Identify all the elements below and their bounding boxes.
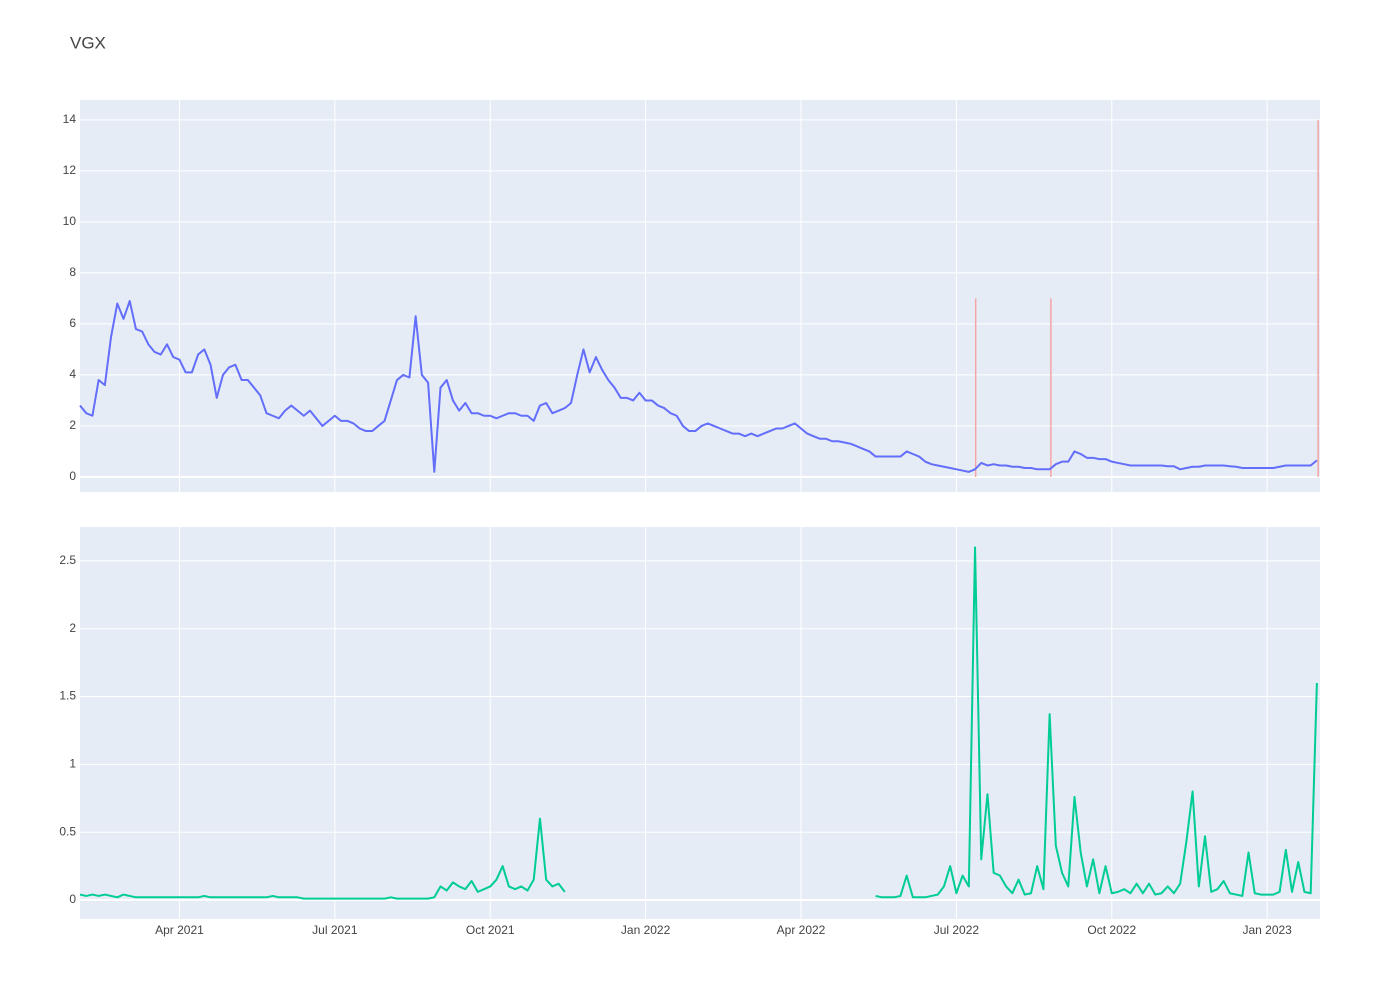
x-tick-label: Oct 2022 [1087, 923, 1136, 937]
x-tick-label: Apr 2021 [155, 923, 204, 937]
y-tick-label: 2 [69, 418, 76, 432]
y-tick-label: 2.5 [59, 553, 76, 567]
chart-title: VGX [70, 33, 106, 52]
y-tick-label: 0 [69, 469, 76, 483]
y-tick-label: 8 [69, 265, 76, 279]
x-tick-label: Jan 2023 [1242, 923, 1292, 937]
y-tick-label: 2 [69, 621, 76, 635]
data-line [79, 299, 1318, 473]
y-tick-label: 12 [63, 163, 77, 177]
y-tick-label: 0 [69, 892, 76, 906]
y-tick-label: 1.5 [59, 689, 76, 703]
plot-area [80, 100, 1320, 492]
y-tick-label: 6 [69, 316, 76, 330]
y-tick-label: 14 [63, 112, 77, 126]
plot-area [80, 527, 1320, 919]
x-tick-label: Oct 2021 [466, 923, 515, 937]
y-tick-label: 4 [69, 367, 76, 381]
x-tick-label: Jul 2021 [312, 923, 358, 937]
y-tick-label: 10 [63, 214, 77, 228]
y-tick-label: 1 [69, 757, 76, 771]
x-tick-label: Apr 2022 [777, 923, 826, 937]
y-tick-label: 0.5 [59, 824, 76, 838]
x-tick-label: Jul 2022 [934, 923, 980, 937]
data-line [79, 546, 1318, 900]
x-tick-label: Jan 2022 [621, 923, 671, 937]
